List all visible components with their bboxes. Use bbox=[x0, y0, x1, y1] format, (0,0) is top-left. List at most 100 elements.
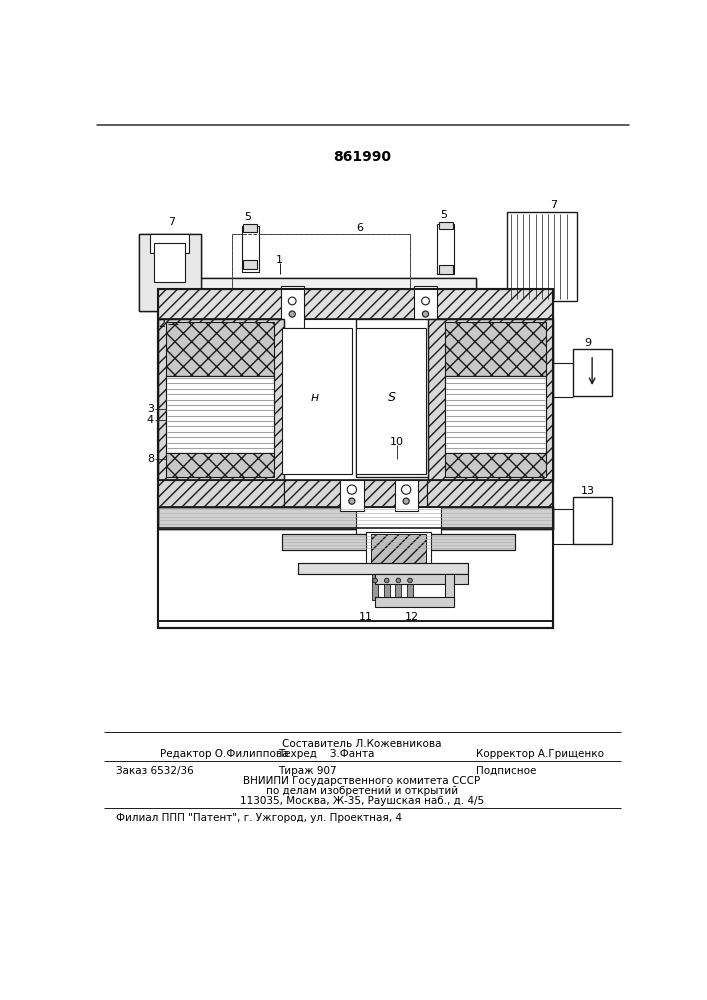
Circle shape bbox=[347, 485, 356, 494]
Text: 1: 1 bbox=[276, 255, 284, 265]
Text: ВНИИПИ Государственного комитета СССР: ВНИИПИ Государственного комитета СССР bbox=[243, 776, 481, 786]
Bar bbox=[375, 574, 468, 584]
Bar bbox=[366, 532, 431, 570]
Bar bbox=[139, 234, 201, 311]
Bar bbox=[445, 376, 546, 453]
Bar bbox=[445, 453, 546, 477]
Circle shape bbox=[396, 578, 401, 583]
Circle shape bbox=[289, 311, 296, 317]
Bar bbox=[158, 289, 554, 319]
Text: Филиал ППП "Патент", г. Ужгород, ул. Проектная, 4: Филиал ППП "Патент", г. Ужгород, ул. Про… bbox=[115, 813, 402, 823]
Bar bbox=[428, 319, 554, 480]
Bar bbox=[282, 328, 352, 474]
Bar bbox=[427, 480, 554, 507]
Text: 11: 11 bbox=[359, 612, 373, 622]
Bar bbox=[158, 480, 554, 507]
Bar bbox=[281, 286, 304, 328]
Bar bbox=[158, 289, 554, 628]
Bar bbox=[158, 319, 284, 480]
Bar bbox=[243, 260, 257, 269]
Text: 113035, Москва, Ж-35, Раушская наб., д. 4/5: 113035, Москва, Ж-35, Раушская наб., д. … bbox=[240, 796, 484, 806]
Circle shape bbox=[421, 297, 429, 305]
Bar bbox=[232, 234, 410, 289]
Text: 4: 4 bbox=[147, 415, 154, 425]
Circle shape bbox=[408, 578, 412, 583]
Text: Корректор А.Грищенко: Корректор А.Грищенко bbox=[476, 749, 604, 759]
Bar bbox=[166, 376, 274, 453]
Bar bbox=[298, 563, 468, 574]
Bar bbox=[438, 222, 452, 229]
Circle shape bbox=[422, 311, 428, 317]
Bar bbox=[298, 563, 468, 574]
Text: 13: 13 bbox=[581, 486, 595, 496]
Bar bbox=[242, 226, 259, 272]
Bar bbox=[189, 278, 476, 299]
Text: S: S bbox=[388, 391, 396, 404]
Circle shape bbox=[385, 578, 389, 583]
Bar bbox=[158, 507, 554, 529]
Bar bbox=[158, 528, 554, 620]
Text: Редактор О.Филиппова: Редактор О.Филиппова bbox=[160, 749, 289, 759]
Text: 5: 5 bbox=[440, 210, 447, 220]
Bar bbox=[371, 534, 426, 569]
Bar bbox=[356, 319, 441, 477]
Text: 2: 2 bbox=[158, 319, 165, 329]
Bar bbox=[158, 528, 554, 620]
Text: Тираж 907: Тираж 907 bbox=[279, 766, 337, 776]
Bar bbox=[282, 534, 515, 550]
Bar bbox=[151, 234, 189, 253]
Bar bbox=[407, 569, 413, 600]
Bar bbox=[232, 234, 410, 289]
Bar bbox=[158, 289, 284, 319]
Bar bbox=[158, 507, 554, 529]
Text: н: н bbox=[310, 391, 319, 404]
Circle shape bbox=[402, 485, 411, 494]
Text: Заказ 6532/36: Заказ 6532/36 bbox=[115, 766, 193, 776]
Text: Техред    З.Фанта: Техред З.Фанта bbox=[279, 749, 375, 759]
Bar bbox=[154, 243, 185, 282]
Bar bbox=[445, 322, 546, 376]
Bar bbox=[384, 569, 390, 600]
Circle shape bbox=[403, 498, 409, 504]
Bar bbox=[189, 278, 476, 299]
Bar bbox=[158, 480, 284, 507]
Circle shape bbox=[288, 297, 296, 305]
Bar bbox=[284, 480, 427, 507]
Bar bbox=[166, 322, 274, 376]
Text: 861990: 861990 bbox=[333, 150, 391, 164]
Text: 6: 6 bbox=[356, 223, 363, 233]
Bar bbox=[158, 289, 554, 628]
Bar bbox=[395, 569, 402, 600]
Bar bbox=[243, 224, 257, 232]
Bar bbox=[372, 569, 378, 600]
Bar bbox=[139, 234, 201, 311]
Bar bbox=[438, 265, 452, 274]
Bar bbox=[284, 289, 427, 319]
Circle shape bbox=[349, 498, 355, 504]
Bar bbox=[427, 289, 554, 319]
Bar bbox=[282, 534, 515, 550]
Bar bbox=[158, 319, 284, 480]
Text: 10: 10 bbox=[390, 437, 404, 447]
Text: Составитель Л.Кожевникова: Составитель Л.Кожевникова bbox=[282, 739, 442, 749]
Bar bbox=[437, 224, 454, 274]
Bar bbox=[166, 453, 274, 477]
Bar bbox=[414, 286, 437, 328]
Circle shape bbox=[373, 578, 378, 583]
Bar bbox=[507, 212, 577, 301]
Bar bbox=[375, 597, 454, 607]
Bar bbox=[340, 480, 363, 511]
Text: 8: 8 bbox=[147, 454, 154, 464]
Bar bbox=[573, 349, 612, 396]
Bar bbox=[445, 376, 546, 453]
Text: 9: 9 bbox=[585, 338, 592, 348]
Text: 7: 7 bbox=[550, 200, 557, 210]
Text: 5: 5 bbox=[244, 212, 251, 222]
Bar bbox=[356, 328, 426, 474]
Text: 7: 7 bbox=[168, 217, 175, 227]
Text: 12: 12 bbox=[405, 612, 419, 622]
Text: Подписное: Подписное bbox=[476, 766, 536, 776]
Bar bbox=[428, 319, 554, 480]
Text: по делам изобретений и открытий: по делам изобретений и открытий bbox=[266, 786, 458, 796]
Text: 3: 3 bbox=[147, 404, 154, 414]
